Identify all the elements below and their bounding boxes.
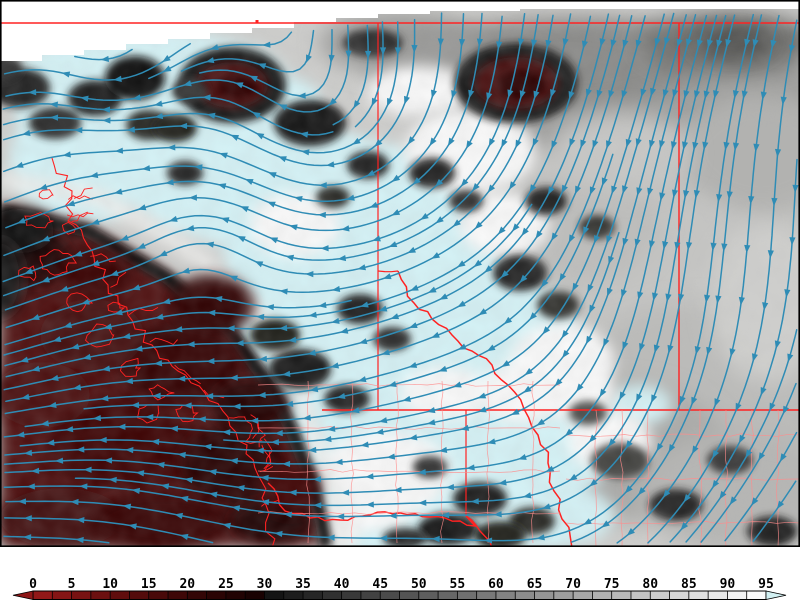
colorbar-tick-label: 80 — [642, 577, 658, 592]
colorbar-tick-label: 95 — [758, 577, 774, 592]
colorbar-tick-label: 55 — [450, 577, 466, 592]
colorbar-tick-label: 20 — [179, 577, 195, 592]
colorbar-tick-label: 85 — [681, 577, 697, 592]
colorbar-tick-label: 50 — [411, 577, 427, 592]
colorbar-tick-label: 0 — [29, 577, 37, 592]
colorbar-tick-label: 75 — [604, 577, 620, 592]
colorbar-labels: 0 5 10 15 20 25 30 35 40 45 50 55 60 65 70 75 80 85 90 95 — [29, 577, 774, 592]
colorbar-tick-label: 40 — [334, 577, 350, 592]
colorbar-segments — [32, 590, 767, 600]
colorbar-tick-label: 60 — [488, 577, 504, 592]
streamlines-layer — [2, 12, 799, 544]
colorbar-tick-label: 70 — [565, 577, 581, 592]
colorbar: 0 5 10 15 20 25 30 35 40 45 50 55 60 65 70 75 80 85 90 95 — [0, 573, 800, 600]
colorbar-right-arrow — [765, 590, 787, 600]
colorbar-tick-label: 45 — [372, 577, 388, 592]
map-frame — [0, 0, 800, 547]
colorbar-tick-label: 65 — [527, 577, 543, 592]
weather-map — [0, 0, 800, 547]
colorbar-tick-label: 30 — [257, 577, 273, 592]
colorbar-tick-label: 25 — [218, 577, 234, 592]
colorbar-tick-label: 5 — [68, 577, 76, 592]
colorbar-tick-label: 35 — [295, 577, 311, 592]
colorbar-left-arrow — [12, 590, 34, 600]
colorbar-tick-label: 10 — [102, 577, 118, 592]
colorbar-tick-label: 90 — [720, 577, 736, 592]
colorbar-tick-label: 15 — [141, 577, 157, 592]
